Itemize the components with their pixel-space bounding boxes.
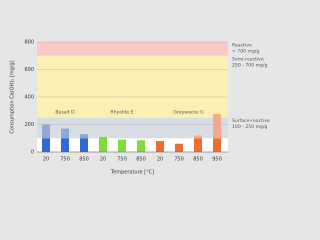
band [37,42,228,56]
bar [99,136,107,152]
bar [137,140,145,152]
x-tick-label: 20 [100,157,106,163]
band-range: 250 - 700 mg/g [232,62,268,68]
bar [175,143,183,152]
x-tick-label: 20 [43,157,49,163]
x-tick-label: 750 [174,157,184,163]
band-label: Semi-reactive [232,56,264,62]
x-axis-label: Temperature [°C] [110,170,154,176]
x-tick-label: 750 [117,157,127,163]
bar [156,141,164,152]
band-range: 100 - 250 mg/g [232,124,268,130]
bar [61,138,69,152]
bar [80,134,88,139]
y-tick-label: 800 [24,40,34,46]
group-label: Greywacke G [173,110,204,116]
group-label: Basalt D [55,110,75,116]
y-tick-label: 600 [24,67,34,73]
band [37,117,228,139]
x-tick-label: 950 [212,157,222,163]
bar [42,138,50,152]
group-label: Rhyolite E [110,110,133,116]
bar [42,124,50,139]
band-label: Surface-reactive [232,118,270,124]
y-tick-label: 400 [24,95,34,101]
band-range: > 700 mg/g [232,49,259,55]
bar [80,138,88,152]
bar [194,138,202,152]
bar [213,138,221,152]
y-tick-label: 200 [24,122,34,128]
bar [213,114,221,139]
y-tick-label: 0 [31,150,34,156]
x-tick-label: 750 [60,157,70,163]
x-tick-label: 850 [79,157,89,163]
x-tick-label: 20 [157,157,163,163]
bar [61,128,69,139]
band-label: Reactive [232,43,252,49]
bar [118,139,126,152]
x-tick-label: 850 [193,157,203,163]
x-tick-label: 850 [136,157,146,163]
band [37,55,228,118]
y-axis-label: Consumption Ca(OH)₂ [mg/g] [10,60,16,133]
bar [194,135,202,139]
